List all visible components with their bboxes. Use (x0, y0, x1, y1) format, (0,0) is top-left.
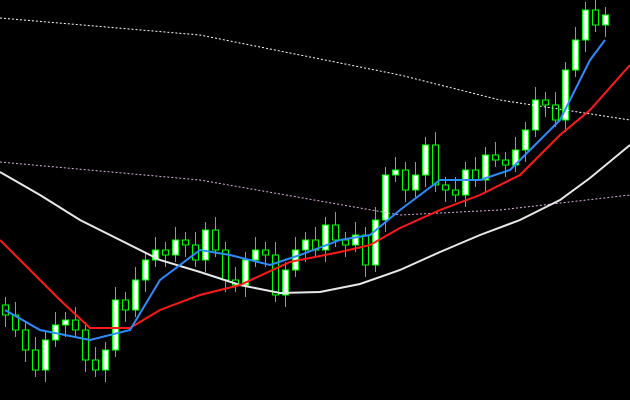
candle-body (422, 144, 429, 176)
candle-body (582, 9, 589, 41)
candle-body (522, 129, 529, 151)
candle-body (602, 14, 609, 26)
candle-body (492, 154, 499, 161)
candle-body (72, 319, 79, 331)
candle-body (472, 169, 479, 181)
candle-body (562, 69, 569, 121)
moving-average (4, 39, 606, 342)
candle-body (132, 279, 139, 311)
candle-body (302, 239, 309, 251)
moving-average (0, 64, 630, 329)
candle-body (462, 169, 469, 196)
candle-body (542, 99, 549, 106)
candle-body (532, 99, 539, 131)
candle-body (112, 299, 119, 351)
candle-body (342, 239, 349, 246)
candle-body (32, 349, 39, 371)
candle-body (252, 249, 259, 261)
candle-body (362, 234, 369, 266)
candle-body (572, 39, 579, 71)
candle-body (182, 239, 189, 246)
candle-body (552, 104, 559, 121)
candle-body (482, 154, 489, 181)
envelope-line (0, 17, 630, 121)
candle-body (502, 159, 509, 166)
candle-body (432, 144, 439, 186)
candle-body (382, 174, 389, 221)
candle-body (102, 349, 109, 371)
candle-body (82, 329, 89, 361)
candle-body (392, 169, 399, 176)
candle-body (452, 189, 459, 196)
candle-body (322, 224, 329, 251)
candle-body (122, 299, 129, 311)
candle-body (402, 169, 409, 191)
candle-body (272, 254, 279, 296)
moving-average (0, 144, 630, 295)
candle-body (172, 239, 179, 256)
envelope-line (0, 161, 630, 216)
candle-body (92, 359, 99, 371)
candle-body (242, 259, 249, 286)
candle-body (22, 329, 29, 351)
candle-body (212, 229, 219, 251)
candle-body (332, 224, 339, 241)
candle-body (282, 269, 289, 296)
candle-body (592, 9, 599, 26)
candle-body (152, 249, 159, 261)
candle-body (412, 174, 419, 191)
candle-body (42, 339, 49, 371)
candle-body (162, 249, 169, 256)
candle-body (262, 249, 269, 256)
candle-body (352, 234, 359, 246)
candle-body (62, 319, 69, 326)
candle-body (202, 229, 209, 261)
candle-body (442, 184, 449, 191)
candle-body (142, 259, 149, 281)
